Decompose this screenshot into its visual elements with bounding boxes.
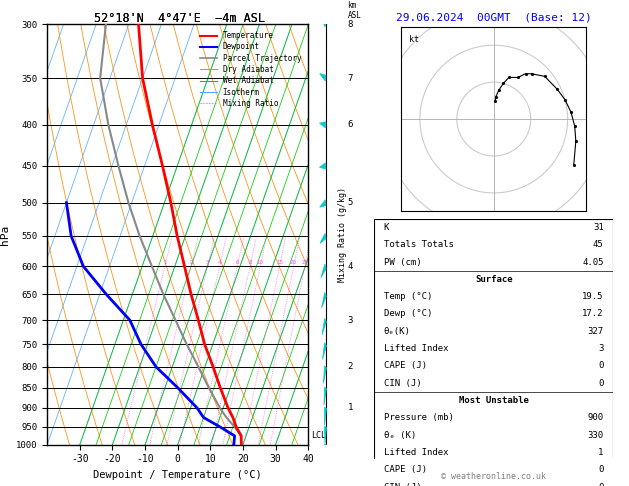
- Text: 25: 25: [301, 260, 308, 265]
- Text: Temp (°C): Temp (°C): [384, 292, 432, 301]
- Text: Lifted Index: Lifted Index: [384, 344, 448, 353]
- Text: 15: 15: [276, 260, 283, 265]
- Text: K: K: [384, 223, 389, 232]
- Polygon shape: [325, 427, 326, 444]
- Polygon shape: [324, 387, 326, 405]
- Polygon shape: [323, 366, 326, 383]
- Text: Totals Totals: Totals Totals: [384, 240, 454, 249]
- Text: LCL: LCL: [311, 432, 326, 440]
- Text: 6: 6: [348, 120, 353, 129]
- Text: 900: 900: [587, 414, 604, 422]
- Text: Mixing Ratio (g/kg): Mixing Ratio (g/kg): [338, 187, 347, 282]
- Text: 17.2: 17.2: [582, 310, 604, 318]
- Text: 1: 1: [598, 448, 604, 457]
- Text: θₑ(K): θₑ(K): [384, 327, 411, 336]
- Polygon shape: [320, 200, 326, 207]
- Text: 7: 7: [348, 73, 353, 83]
- Text: 8: 8: [348, 20, 353, 29]
- Text: 4.05: 4.05: [582, 258, 604, 266]
- Text: CAPE (J): CAPE (J): [384, 362, 427, 370]
- Text: 20: 20: [290, 260, 297, 265]
- Text: 45: 45: [593, 240, 604, 249]
- Text: 10: 10: [257, 260, 264, 265]
- Text: 3: 3: [598, 344, 604, 353]
- Polygon shape: [320, 73, 326, 81]
- Text: CIN (J): CIN (J): [384, 379, 421, 388]
- Text: © weatheronline.co.uk: © weatheronline.co.uk: [442, 472, 546, 481]
- Text: 31: 31: [593, 223, 604, 232]
- Polygon shape: [325, 407, 326, 425]
- Text: 52°18'N  4°47'E  −4m ASL: 52°18'N 4°47'E −4m ASL: [94, 12, 265, 25]
- Text: θₑ (K): θₑ (K): [384, 431, 416, 440]
- Text: Surface: Surface: [475, 275, 513, 284]
- Text: Lifted Index: Lifted Index: [384, 448, 448, 457]
- Text: 19.5: 19.5: [582, 292, 604, 301]
- Text: CIN (J): CIN (J): [384, 483, 421, 486]
- Polygon shape: [320, 16, 326, 27]
- Text: 52°18'N  4°47'E  −4m ASL: 52°18'N 4°47'E −4m ASL: [94, 12, 265, 25]
- Text: 0: 0: [598, 362, 604, 370]
- Text: 1: 1: [348, 403, 353, 413]
- Text: 2: 2: [348, 362, 353, 371]
- Text: 4: 4: [348, 262, 353, 271]
- Text: Most Unstable: Most Unstable: [459, 396, 529, 405]
- Polygon shape: [323, 343, 326, 360]
- Text: 0: 0: [598, 379, 604, 388]
- Text: CAPE (J): CAPE (J): [384, 466, 427, 474]
- Text: Pressure (mb): Pressure (mb): [384, 414, 454, 422]
- Text: 2: 2: [189, 260, 193, 265]
- Polygon shape: [322, 318, 326, 335]
- Legend: Temperature, Dewpoint, Parcel Trajectory, Dry Adiabat, Wet Adiabat, Isotherm, Mi: Temperature, Dewpoint, Parcel Trajectory…: [197, 28, 304, 111]
- Text: 3: 3: [348, 315, 353, 325]
- Text: 29.06.2024  00GMT  (Base: 12): 29.06.2024 00GMT (Base: 12): [396, 12, 592, 22]
- Text: 330: 330: [587, 431, 604, 440]
- Text: kt: kt: [409, 35, 419, 44]
- Text: 6: 6: [235, 260, 239, 265]
- Y-axis label: hPa: hPa: [1, 225, 11, 244]
- Text: PW (cm): PW (cm): [384, 258, 421, 266]
- Text: Dewp (°C): Dewp (°C): [384, 310, 432, 318]
- Polygon shape: [321, 264, 326, 278]
- Polygon shape: [320, 122, 326, 128]
- Text: km
ASL: km ASL: [348, 0, 362, 20]
- Text: 5: 5: [348, 198, 353, 207]
- Polygon shape: [320, 163, 326, 169]
- Text: 327: 327: [587, 327, 604, 336]
- Text: 3: 3: [206, 260, 209, 265]
- Text: 0: 0: [598, 466, 604, 474]
- Polygon shape: [325, 444, 326, 462]
- Text: 4: 4: [218, 260, 221, 265]
- Polygon shape: [321, 292, 326, 308]
- Text: 8: 8: [248, 260, 252, 265]
- Text: 1: 1: [163, 260, 167, 265]
- X-axis label: Dewpoint / Temperature (°C): Dewpoint / Temperature (°C): [93, 470, 262, 480]
- Polygon shape: [320, 233, 326, 243]
- Text: 0: 0: [598, 483, 604, 486]
